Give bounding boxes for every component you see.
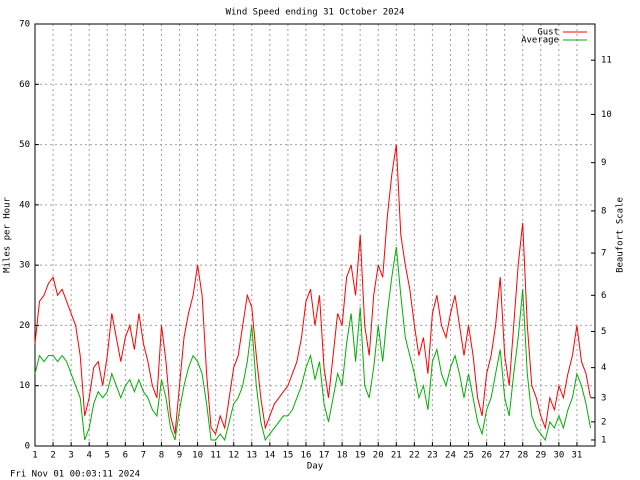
y-axis-label: Miles per Hour <box>3 196 13 272</box>
x-tick-label: 15 <box>282 451 293 461</box>
x-tick-label: 11 <box>210 451 221 461</box>
y2-tick-label: 5 <box>601 327 606 337</box>
series-line <box>34 247 591 442</box>
y-tick-label: 50 <box>19 140 30 150</box>
x-tick-label: 29 <box>535 451 546 461</box>
x-tick-label: 23 <box>427 451 438 461</box>
legend-label: Average <box>521 36 559 46</box>
x-tick-label: 19 <box>355 451 366 461</box>
x-axis-label: Day <box>307 462 324 472</box>
x-tick-label: 16 <box>301 451 312 461</box>
chart-title: Wind Speed ending 31 October 2024 <box>226 8 405 18</box>
x-tick-label: 28 <box>517 451 528 461</box>
y2-tick-label: 2 <box>601 417 606 427</box>
y-tick-label: 30 <box>19 261 30 271</box>
x-tick-label: 21 <box>391 451 402 461</box>
y-tick-label: 0 <box>25 442 30 452</box>
y-tick-label: 10 <box>19 381 30 391</box>
y2-tick-label: 10 <box>601 110 612 120</box>
x-tick-label: 31 <box>572 451 583 461</box>
x-tick-label: 13 <box>246 451 257 461</box>
x-tick-label: 17 <box>319 451 330 461</box>
x-tick-label: 8 <box>159 451 164 461</box>
x-tick-label: 24 <box>445 451 456 461</box>
plot-frame <box>34 23 596 447</box>
x-tick-label: 3 <box>68 451 73 461</box>
x-tick-label: 4 <box>86 451 91 461</box>
x-tick-label: 2 <box>50 451 55 461</box>
y2-tick-label: 7 <box>601 249 606 259</box>
x-tick-label: 22 <box>409 451 420 461</box>
y2-axis-label: Beaufort Scale <box>616 197 626 273</box>
legend-label: Gust <box>537 28 559 38</box>
x-tick-label: 27 <box>499 451 510 461</box>
y2-tick-label: 1 <box>601 435 606 445</box>
x-tick-label: 14 <box>264 451 275 461</box>
x-tick-label: 5 <box>105 451 110 461</box>
x-tick-label: 26 <box>481 451 492 461</box>
y2-tick-label: 3 <box>601 393 606 403</box>
y2-tick-label: 9 <box>601 158 606 168</box>
x-tick-label: 6 <box>123 451 128 461</box>
y2-tick-label: 6 <box>601 291 606 301</box>
series-line <box>34 144 591 436</box>
y2-tick-label: 4 <box>601 363 606 373</box>
x-tick-label: 1 <box>32 451 37 461</box>
y-tick-label: 40 <box>19 200 30 210</box>
y2-tick-label: 8 <box>601 206 606 216</box>
y-tick-label: 20 <box>19 321 30 331</box>
y-tick-label: 60 <box>19 80 30 90</box>
y2-tick-label: 11 <box>601 56 612 66</box>
x-tick-label: 25 <box>463 451 474 461</box>
x-tick-label: 10 <box>192 451 203 461</box>
x-tick-label: 18 <box>337 451 348 461</box>
x-tick-label: 30 <box>553 451 564 461</box>
x-tick-label: 12 <box>228 451 239 461</box>
x-tick-label: 20 <box>373 451 384 461</box>
y-tick-label: 70 <box>19 20 30 30</box>
x-tick-label: 9 <box>177 451 182 461</box>
footer: Fri Nov 01 00:03:11 2024 <box>10 470 140 480</box>
x-tick-label: 7 <box>141 451 146 461</box>
